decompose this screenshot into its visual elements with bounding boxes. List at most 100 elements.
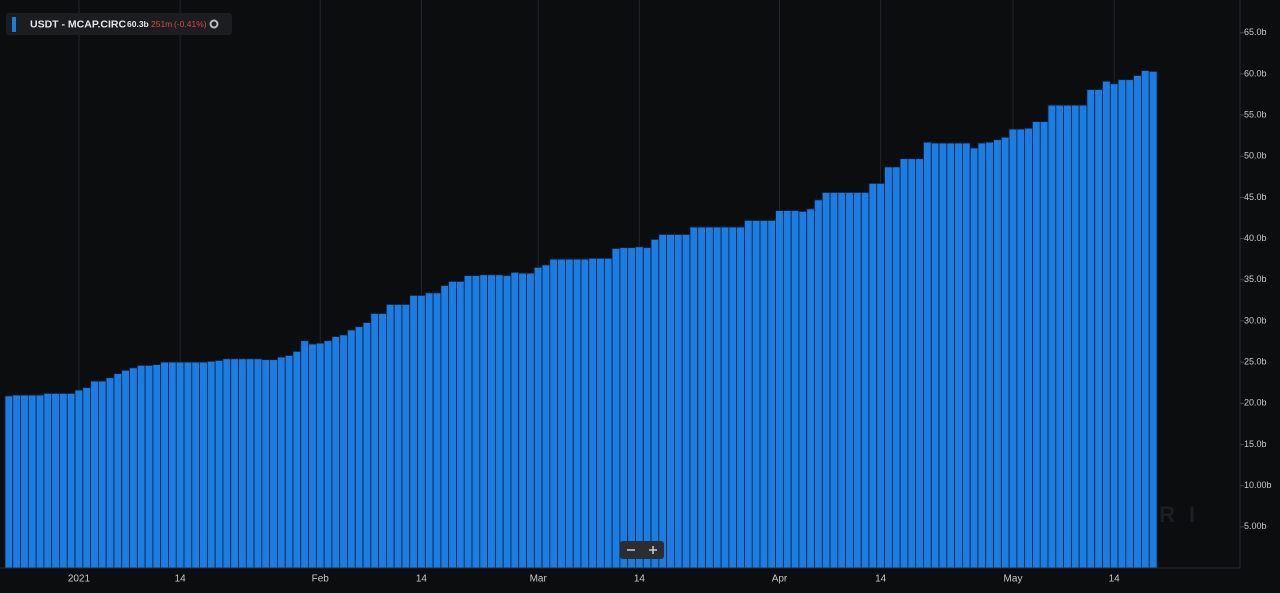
bar [619, 247, 629, 569]
bar [300, 340, 309, 569]
bar [456, 281, 465, 569]
zoom-controls [620, 541, 664, 559]
bar [977, 142, 987, 569]
bar [471, 275, 481, 569]
bar [697, 226, 706, 569]
bar [230, 358, 239, 569]
bar [1000, 136, 1010, 569]
bar [261, 359, 271, 569]
bar [1094, 89, 1103, 569]
bar [152, 364, 162, 569]
bar [347, 329, 356, 569]
bar [129, 367, 138, 569]
bar [183, 361, 193, 569]
bar [635, 246, 644, 569]
bar [891, 166, 901, 569]
bar [557, 258, 566, 569]
bar [767, 220, 776, 569]
bar [401, 304, 411, 569]
bar [650, 239, 660, 569]
bar [1141, 70, 1150, 569]
bar [121, 369, 130, 569]
bar [1063, 104, 1072, 569]
bar [876, 183, 885, 569]
bar [565, 258, 574, 569]
bar [759, 220, 769, 569]
bar [627, 247, 636, 569]
y-tick-label: 35.0b [1244, 274, 1267, 284]
bar [160, 361, 169, 569]
bar [1148, 71, 1158, 569]
bar [424, 292, 434, 569]
bar [199, 361, 208, 569]
x-tick-label: May [1004, 574, 1023, 585]
bar [596, 257, 605, 569]
bar [175, 361, 185, 569]
bar [580, 258, 590, 569]
bar [1117, 79, 1127, 569]
bar [526, 272, 535, 569]
bar [674, 234, 683, 569]
bar [35, 394, 45, 569]
settings-icon[interactable] [209, 19, 219, 29]
x-tick-label: Apr [772, 574, 788, 585]
bar [440, 285, 450, 569]
bar [1047, 104, 1057, 569]
bar [868, 183, 878, 569]
bar [105, 377, 115, 569]
bar [1055, 104, 1064, 569]
bar [1125, 79, 1135, 569]
legend-name: USDT - MCAP.CIRC [30, 18, 126, 30]
bar [806, 208, 815, 569]
bar [1133, 75, 1142, 569]
y-tick-label: 60.0b [1244, 68, 1267, 78]
bar [463, 275, 473, 569]
bar [829, 192, 839, 569]
bar [736, 226, 745, 569]
x-tick-label: 2021 [68, 574, 91, 585]
bar [1078, 104, 1088, 569]
bar [362, 322, 372, 569]
bar [915, 158, 924, 569]
x-tick-label: 14 [875, 574, 887, 585]
bar [588, 257, 597, 569]
bar [1032, 121, 1041, 569]
y-tick-label: 55.0b [1244, 109, 1267, 119]
bar [938, 142, 948, 569]
bar [658, 234, 668, 569]
bar [712, 226, 722, 569]
bar [98, 380, 107, 569]
y-tick-label: 40.0b [1244, 233, 1267, 243]
x-tick-label: 14 [416, 574, 428, 585]
bar [744, 220, 753, 569]
bar [720, 226, 730, 569]
y-tick-label: 20.0b [1244, 398, 1267, 408]
bar [1008, 128, 1018, 569]
bar [82, 387, 92, 569]
bar [292, 351, 302, 569]
bar [206, 360, 216, 569]
bar [277, 356, 286, 569]
bar [354, 326, 364, 569]
bar [845, 192, 854, 569]
bar [814, 199, 823, 569]
bar [946, 142, 956, 569]
bar [487, 274, 496, 569]
bar [798, 211, 808, 569]
bar [432, 292, 442, 569]
bar [993, 139, 1002, 569]
bar [284, 355, 294, 569]
bar [168, 361, 177, 569]
bar [751, 220, 761, 569]
bar [611, 248, 621, 569]
bar [533, 267, 543, 569]
bar [339, 334, 348, 569]
bar [308, 343, 317, 569]
bar [323, 340, 333, 569]
bar [269, 359, 278, 569]
bar [728, 226, 738, 569]
bar [494, 274, 504, 569]
bar [860, 192, 870, 569]
y-tick-label: 10.00b [1244, 480, 1272, 490]
